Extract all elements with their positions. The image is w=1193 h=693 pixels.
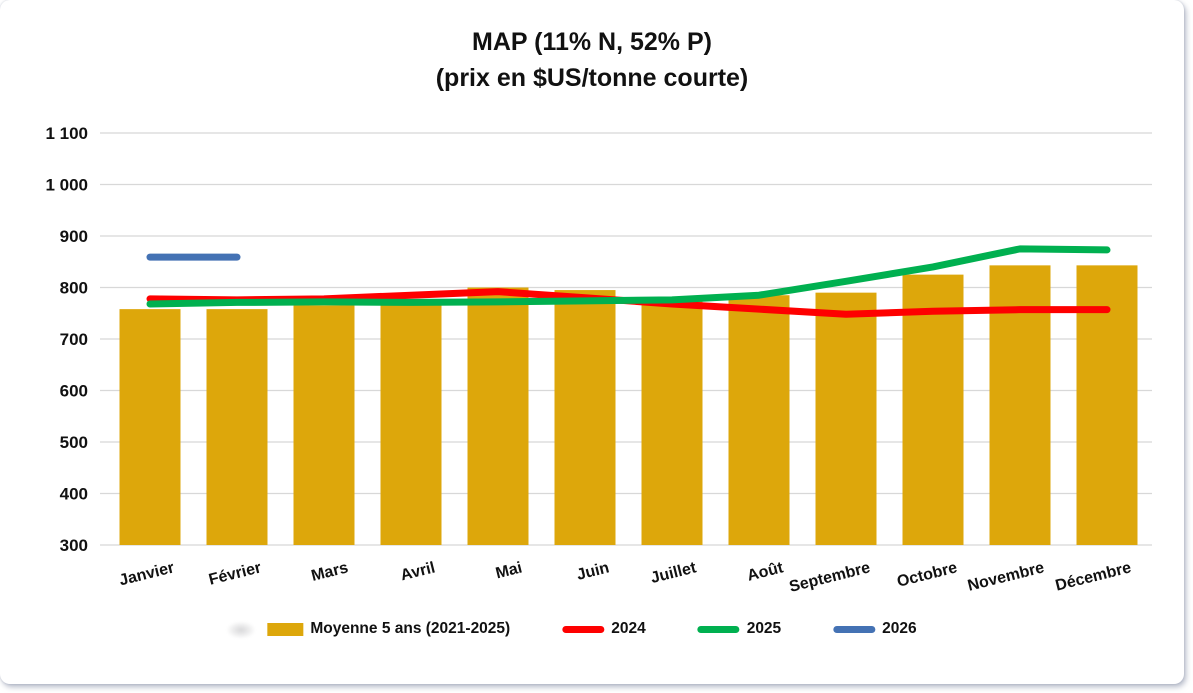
legend-label: 2024: [611, 620, 646, 637]
x-axis-label-septembre: Septembre: [788, 559, 872, 596]
bar-mars: [293, 305, 355, 545]
y-axis-label-300: 300: [60, 536, 88, 555]
bar-janvier: [119, 309, 181, 545]
x-axis-label-février: Février: [207, 559, 263, 588]
y-axis-label-1000: 1 000: [45, 176, 88, 195]
x-axis-label-juillet: Juillet: [649, 559, 699, 587]
y-axis-label-800: 800: [60, 279, 88, 298]
chart-legend: Moyenne 5 ans (2021-2025) 2024 2025 2026: [267, 620, 917, 638]
y-axis-label-600: 600: [60, 382, 88, 401]
y-axis-label-400: 400: [60, 485, 88, 504]
y-axis-label-700: 700: [60, 330, 88, 349]
bar-mai: [467, 287, 529, 545]
bar-août: [728, 295, 790, 545]
x-axis-label-décembre: Décembre: [1054, 559, 1133, 594]
x-axis-label-novembre: Novembre: [966, 559, 1046, 594]
bar-septembre: [815, 292, 877, 545]
x-axis-label-mai: Mai: [494, 559, 524, 582]
x-axis-label-juin: Juin: [575, 559, 611, 583]
bar-octobre: [902, 274, 964, 545]
x-axis-label-octobre: Octobre: [895, 559, 959, 590]
legend-swatch-line: [562, 625, 605, 633]
chart-canvas: MAP (11% N, 52% P) (prix en $US/tonne co…: [0, 24, 1184, 639]
y-axis-label-1100: 1 100: [45, 124, 88, 143]
x-axis-label-août: Août: [745, 559, 785, 584]
line-series-2025: [146, 245, 1111, 308]
y-axis-label-500: 500: [60, 433, 88, 452]
smudge-artifact: [226, 621, 256, 639]
y-axis-label-900: 900: [60, 227, 88, 246]
legend-label: Moyenne 5 ans (2021-2025): [310, 620, 511, 637]
x-axis-label-avril: Avril: [399, 559, 437, 584]
bar-février: [206, 309, 268, 545]
legend-item-2025: 2025: [697, 620, 782, 638]
legend-label: 2026: [882, 620, 917, 637]
legend-swatch-bar: [267, 622, 304, 636]
price-chart-plot: 1 100 1 000 900 800 700 600 500 400 300 Janvier Fé…: [45, 124, 1152, 596]
legend-item-2024: 2024: [562, 620, 646, 638]
legend-item-moyenne-5-ans-2021-2025-: Moyenne 5 ans (2021-2025): [267, 620, 510, 638]
bar-juillet: [641, 301, 703, 545]
legend-label: 2025: [746, 620, 782, 637]
chart-title: MAP (11% N, 52% P) (prix en $US/tonne co…: [0, 24, 1184, 97]
x-axis-label-janvier: Janvier: [117, 559, 175, 589]
chart-title-line2: (prix en $US/tonne courte): [435, 64, 749, 93]
x-axis-label-mars: Mars: [310, 559, 350, 585]
legend-swatch-line: [697, 625, 740, 633]
legend-item-2026: 2026: [833, 620, 917, 638]
legend-swatch-line: [833, 625, 876, 633]
chart-title-line1: MAP (11% N, 52% P): [472, 28, 712, 56]
bar-avril: [380, 302, 442, 545]
bar-juin: [554, 290, 616, 545]
